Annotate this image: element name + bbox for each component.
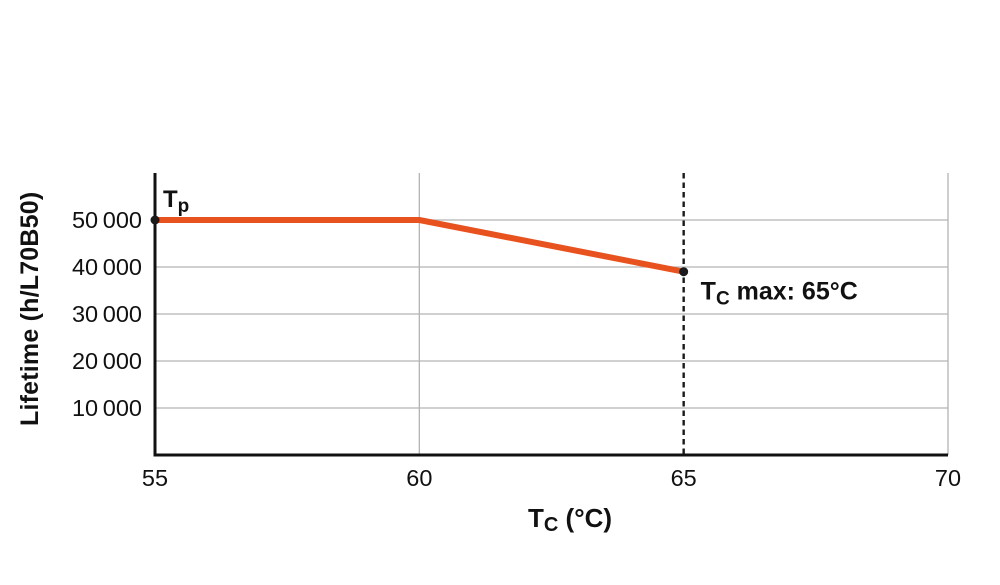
x-axis-title: TC (°C): [527, 503, 613, 536]
x-axis-title-rest: (°C): [558, 503, 613, 533]
x-tick-label: 55: [142, 465, 168, 491]
data-point-marker: [150, 215, 160, 225]
x-tick-label: 65: [671, 465, 697, 491]
y-tick-label: 40 000: [72, 254, 142, 280]
data-point-marker: [679, 267, 689, 277]
x-tick-label: 70: [935, 465, 961, 491]
tp-label: Tp: [163, 186, 189, 217]
tc-max-label: TC max: 65°C: [701, 278, 858, 310]
y-tick-label: 10 000: [72, 395, 142, 421]
x-tick-label: 60: [406, 465, 432, 491]
y-axis-title: Lifetime (h/L70B50): [16, 191, 44, 427]
y-tick-label: 30 000: [72, 301, 142, 327]
x-axis-title-main: T: [527, 503, 544, 533]
y-tick-label: 50 000: [72, 207, 142, 233]
y-tick-label: 20 000: [72, 348, 142, 374]
series-lifetime-curve: [155, 217, 685, 275]
x-axis-title-sub: C: [543, 514, 559, 536]
